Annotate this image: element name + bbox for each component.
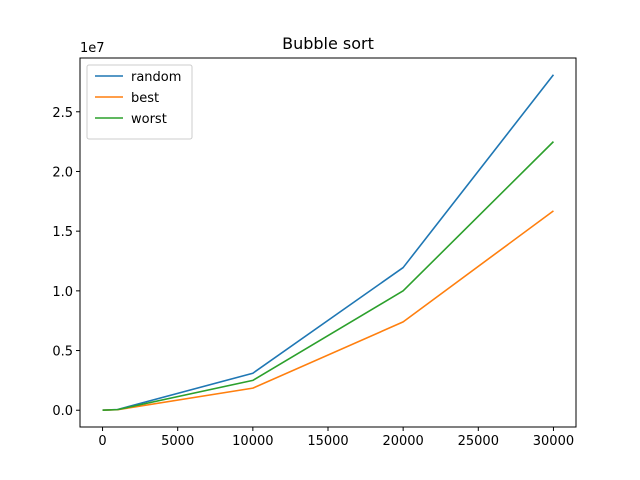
x-tick-label: 5000 [161,434,194,449]
y-tick-label: 2.0 [52,165,73,180]
legend-box [86,64,193,140]
x-tick-label: 10000 [232,434,273,449]
y-tick-label: 2.5 [52,106,73,121]
y-tick-label: 1.5 [52,225,73,240]
plot-frame [79,57,577,428]
legend-label-random: random [131,70,181,85]
y-tick-label: 0.0 [52,404,73,419]
x-tick-label: 0 [98,434,106,449]
series-lines [102,74,555,412]
series-line-worst [102,141,555,412]
x-tick-label: 25000 [458,434,499,449]
y-tick-label: 0.5 [52,345,73,360]
x-tick-label: 30000 [533,434,574,449]
y-offset-label: 1e7 [80,41,105,56]
legend-label-worst: worst [131,112,167,127]
y-axis-ticks: 0.0 0.5 1.0 1.5 2.0 2.5 [52,106,80,419]
x-axis-ticks: 0 5000 10000 15000 20000 25000 30000 [98,427,574,449]
x-tick-label: 15000 [307,434,348,449]
chart-title: Bubble sort [282,34,374,53]
legend: random best worst [86,64,193,140]
y-tick-label: 1.0 [52,285,73,300]
x-tick-label: 20000 [382,434,423,449]
legend-label-best: best [131,91,159,106]
